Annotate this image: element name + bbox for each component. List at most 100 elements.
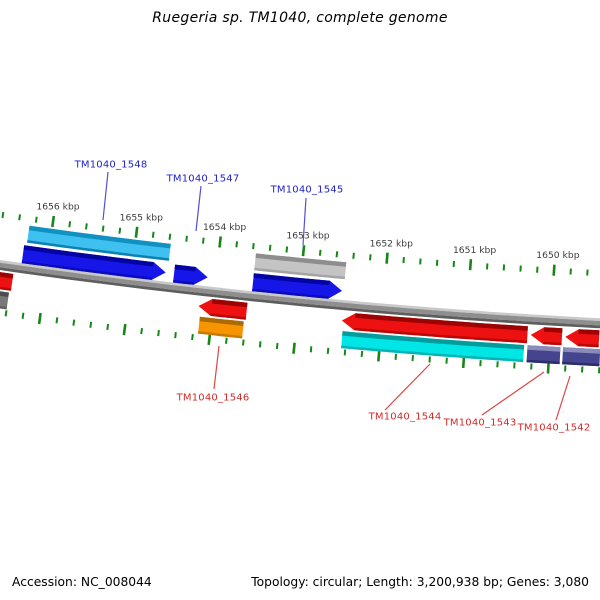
gene-arrow-bottom-bevel [577,343,599,348]
gene-label-line-TM1040_1546 [213,345,220,390]
gene-arrow-bottom-bevel [210,313,246,320]
gene-block-TM1040_1546-cds_rev [198,299,248,320]
gene-arrow-top-bevel [211,299,248,308]
page-title: Ruegeria sp. TM1040, complete genome [152,10,447,26]
ruler-labels: 1656 kbp 1655 kbp 1654 kbp 1653 kbp 1652 kbp… [36,202,579,262]
gene-arrow-bottom-bevel [173,280,194,285]
gene-arrow-body [341,313,528,344]
gene-arrow-top-bevel [174,264,196,272]
minor-tick [309,346,313,353]
ruler-bottom-ticks [4,310,600,374]
minor-tick [343,349,347,356]
gene-label-TM1040_1543: TM1040_1543 [443,418,517,429]
gene-label-line-TM1040_1543 [481,371,545,416]
major-tick-1650 [552,264,556,276]
major-tick-1650 [546,362,550,374]
gene-arrow-bottom-bevel [27,240,170,261]
minor-tick [85,223,88,230]
minor-tick [411,355,414,362]
major-tick-1651 [468,259,473,271]
minor-tick [34,216,38,223]
gene-label-TM1040_1546: TM1040_1546 [176,393,250,404]
gene-label-TM1040_1548: TM1040_1548 [74,160,148,171]
gene-block-TM1040_1542-cds_rev [565,329,600,348]
gene-arrow-bottom-bevel [0,286,12,291]
gene-arrow-bottom-bevel [526,359,560,365]
minor-tick [352,252,355,259]
minor-tick [285,246,289,253]
gene-arrow-top-bevel [544,327,563,333]
gene-arrow-top-bevel [0,291,9,297]
gene-arrow-top-bevel [527,345,561,352]
gene-arrow-top-bevel [0,272,14,279]
major-tick-1655 [134,226,139,238]
gene-arrow-top-bevel [23,245,154,267]
gene-block-TM1040_1548-gene_fwd [27,225,171,261]
gene-arrow-bottom-bevel [252,288,329,299]
minor-tick [174,332,177,339]
gene-arrow-bottom-bevel [354,327,527,344]
minor-tick [360,350,364,357]
gene-block-TM1040_1544-gene_rev [341,331,525,362]
minor-tick [68,221,72,228]
major-tick-1654 [207,333,212,346]
gene-label-line-TM1040_1547 [195,185,202,232]
ruler-label-1656: 1656 kbp [36,202,79,213]
gene-labels: TM1040_1548 TM1040_1547 TM1040_1545 TM1040_… [74,160,591,434]
major-tick-1653 [301,245,306,257]
gene-arrow-top-bevel [253,273,330,286]
ruler-label-1652: 1652 kbp [370,238,413,249]
minor-tick [101,225,105,232]
gene-block-TM1040_1542-gene_rev [562,347,600,367]
ruler-label-1650: 1650 kbp [536,250,579,261]
minor-tick [21,312,25,319]
gene-arrow-top-bevel [342,331,525,350]
gene-block-TM1040_1545-cds_fwd [252,273,342,299]
gene-block-TM1040_1546-gene_rev [198,316,244,339]
major-tick-1653 [292,342,296,354]
minor-tick [106,323,110,331]
minor-tick [258,341,262,348]
minor-tick [202,237,205,244]
gene-label-TM1040_1542: TM1040_1542 [517,423,591,434]
ruler-label-1654: 1654 kbp [203,222,246,233]
gene-arrow-bottom-bevel [0,305,7,310]
gene-block-TM1040_1545-gene_fwd [254,253,347,280]
gene-arrow-top-bevel [562,347,600,354]
gene-arrow-bottom-bevel [543,341,562,346]
backbone-stripe [0,267,600,329]
gene-arrow-top-bevel [28,225,171,249]
minor-tick [275,342,279,350]
major-tick-1652 [385,252,389,264]
major-tick-1651 [461,356,466,369]
gene-block-partial-gene_rev [0,291,9,310]
gene-arrow-bottom-bevel [254,267,345,280]
gene-label-lines [102,171,571,421]
gene-block-TM1040_1543-gene_rev [526,345,561,365]
minor-tick [89,321,93,328]
major-tick-1656 [37,312,42,325]
gene-blocks [0,225,600,367]
minor-tick [191,333,194,341]
minor-tick [326,347,330,354]
gene-label-line-TM1040_1542 [555,375,571,421]
gene-label-TM1040_1545: TM1040_1545 [270,185,344,196]
backbone-stripe [0,262,600,326]
minor-tick [225,337,228,344]
minor-tick [369,254,372,261]
major-tick-1656 [51,215,56,228]
ruler-top-ticks [1,211,589,276]
gene-arrow-top-bevel [199,316,244,326]
gene-arrow-top-bevel [255,253,347,267]
footer-accession: Accession: NC_008044 [12,575,152,589]
gene-label-TM1040_1547: TM1040_1547 [166,174,240,185]
major-tick-1652 [377,350,381,362]
gene-label-line-TM1040_1548 [102,171,109,221]
gene-block-TM1040_1548-cds_fwd [21,245,166,280]
gene-arrow-bottom-bevel [562,361,600,367]
minor-tick [140,327,143,335]
gene-arrow-top-bevel [578,329,600,335]
backbone-ring [0,259,600,329]
ruler-label-1651: 1651 kbp [453,245,496,256]
